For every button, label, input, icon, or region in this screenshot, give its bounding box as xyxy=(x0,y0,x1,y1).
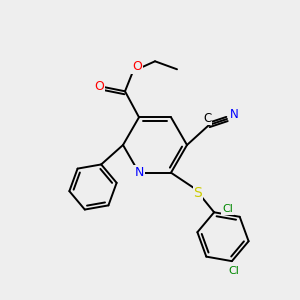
Text: N: N xyxy=(230,109,238,122)
Text: Cl: Cl xyxy=(222,204,233,214)
Text: N: N xyxy=(134,166,144,179)
Text: S: S xyxy=(194,186,202,200)
Text: C: C xyxy=(203,112,211,124)
Text: Cl: Cl xyxy=(229,266,239,276)
Text: O: O xyxy=(132,60,142,73)
Text: O: O xyxy=(94,80,104,93)
